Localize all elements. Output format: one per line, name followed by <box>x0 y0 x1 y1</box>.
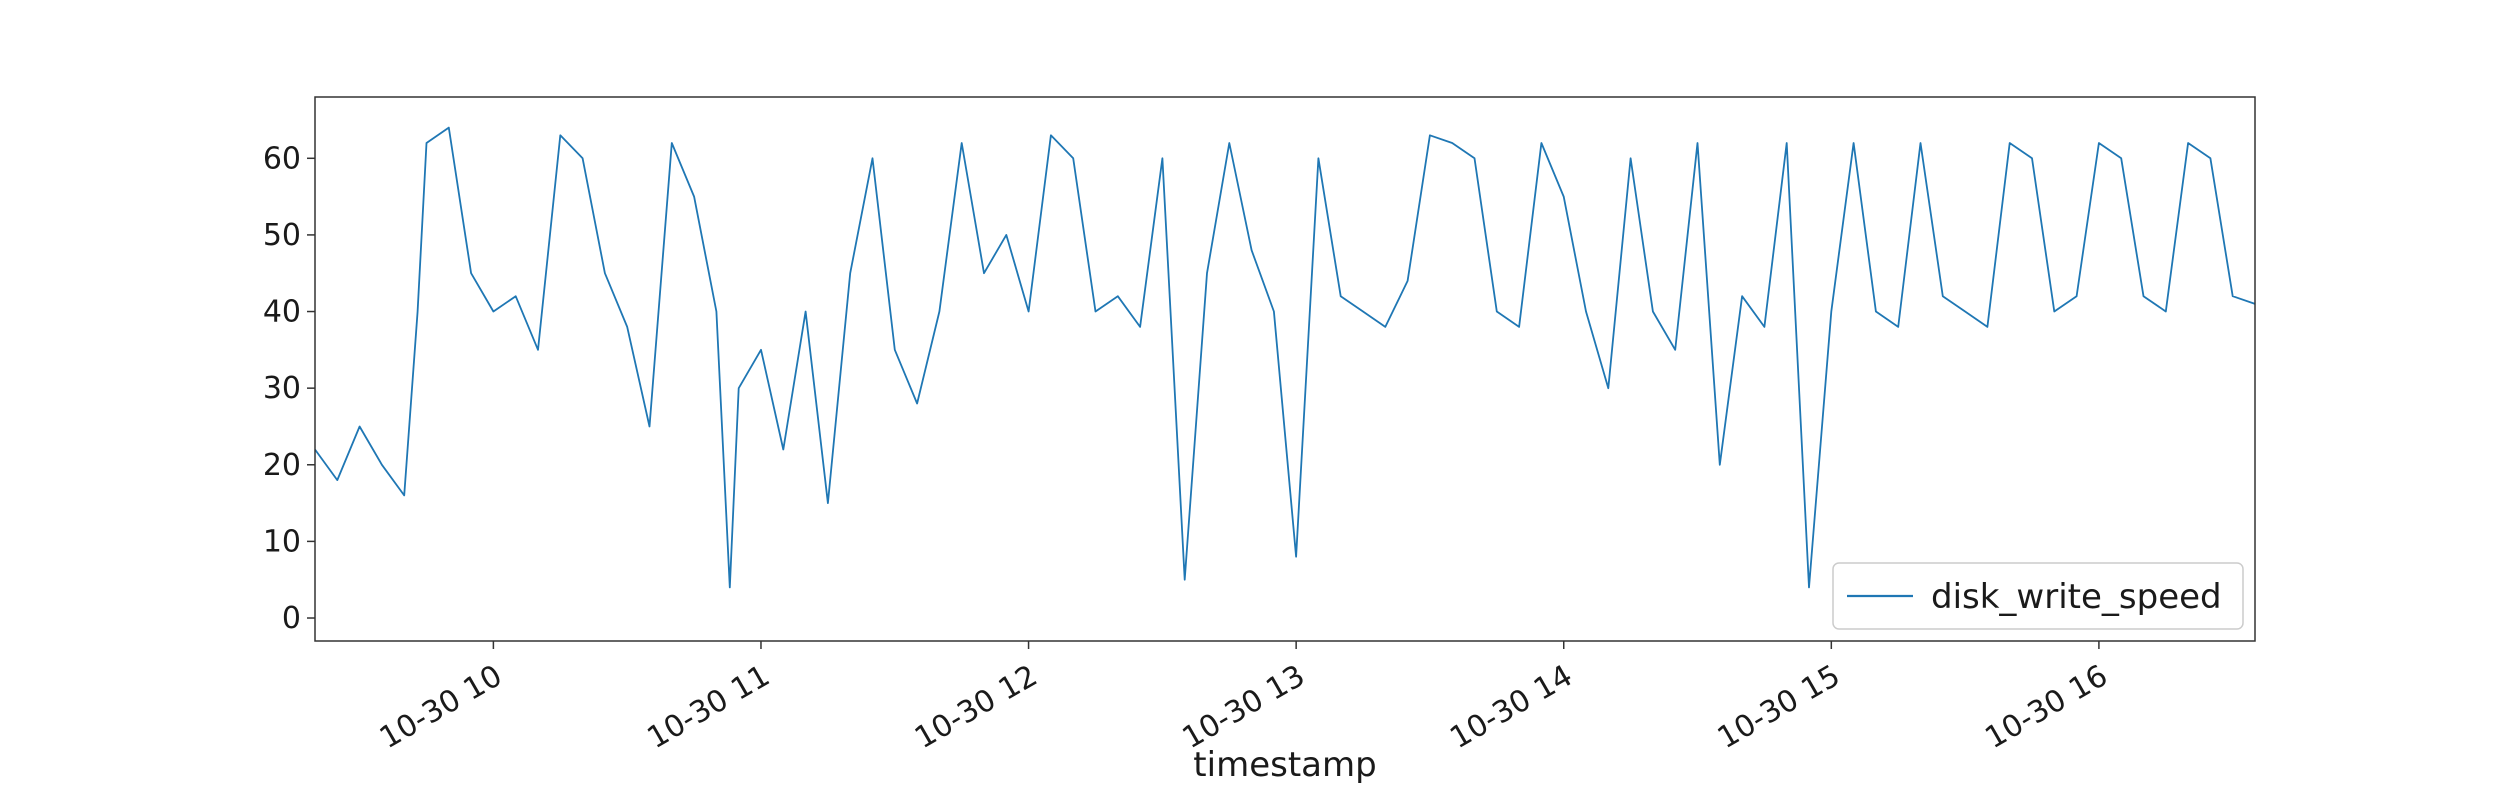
x-tick-label: 10-30 12 <box>909 658 1043 756</box>
legend-box <box>1832 562 2244 630</box>
y-tick-label: 0 <box>282 601 301 636</box>
y-tick-label: 60 <box>263 141 301 176</box>
x-tick-label: 10-30 15 <box>1712 658 1846 756</box>
x-tick-label: 10-30 13 <box>1177 658 1311 756</box>
x-axis-label: timestamp <box>1193 745 1376 785</box>
plot-area <box>314 126 2256 589</box>
x-tick-label: 10-30 11 <box>641 658 775 756</box>
legend: disk_write_speed <box>1832 562 2244 630</box>
y-axis: 0 10 20 30 40 50 60 <box>263 141 315 636</box>
legend-label-disk-write-speed: disk_write_speed <box>1931 577 2222 617</box>
series-line-disk-write-speed <box>314 126 2256 589</box>
x-tick-label: 10-30 14 <box>1444 658 1578 756</box>
x-tick-label: 10-30 10 <box>374 658 508 756</box>
y-tick-label: 10 <box>263 524 301 559</box>
y-tick-label: 50 <box>263 218 301 253</box>
y-tick-label: 40 <box>263 295 301 330</box>
plot-frame <box>314 96 2256 642</box>
y-tick-label: 20 <box>263 448 301 483</box>
x-axis: 10-30 10 10-30 11 10-30 12 10-30 13 10-30 14… <box>374 641 2114 756</box>
x-tick-label: 10-30 16 <box>1979 658 2113 756</box>
y-tick-label: 30 <box>263 371 301 406</box>
